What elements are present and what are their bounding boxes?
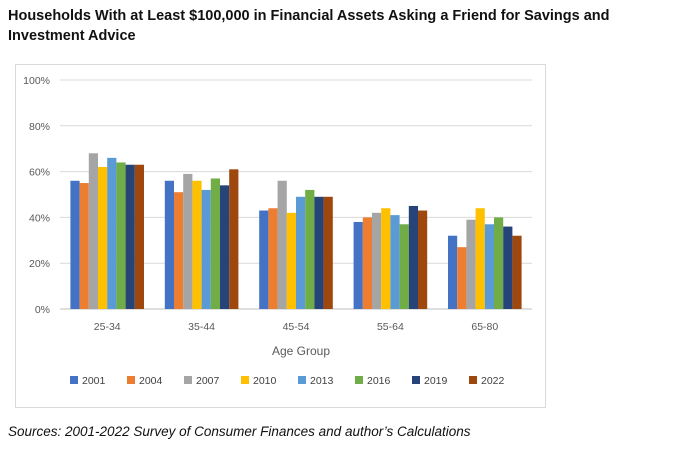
x-tick-label: 35-44 bbox=[188, 321, 215, 333]
bar-2016-35-44 bbox=[210, 178, 220, 309]
legend-swatch-2013 bbox=[298, 376, 306, 384]
bar-2001-45-54 bbox=[259, 210, 269, 309]
bar-2016-55-64 bbox=[399, 224, 409, 309]
y-tick-label: 20% bbox=[29, 258, 50, 270]
bar-2007-45-54 bbox=[277, 180, 287, 309]
bar-2019-25-34 bbox=[125, 164, 135, 309]
y-tick-label: 100% bbox=[23, 75, 50, 87]
x-tick-label: 65-80 bbox=[471, 321, 498, 333]
bar-2001-55-64 bbox=[353, 221, 363, 309]
bar-2013-45-54 bbox=[296, 196, 306, 309]
x-tick-label: 55-64 bbox=[377, 321, 404, 333]
bar-2019-65-80 bbox=[503, 226, 513, 309]
source-note: Sources: 2001-2022 Survey of Consumer Fi… bbox=[8, 424, 471, 439]
bar-2001-25-34 bbox=[70, 180, 80, 309]
legend-label-2013: 2013 bbox=[310, 375, 334, 387]
legend-swatch-2004 bbox=[127, 376, 135, 384]
bar-2016-45-54 bbox=[305, 189, 315, 309]
bar-2004-35-44 bbox=[174, 192, 184, 309]
legend-swatch-2022 bbox=[469, 376, 477, 384]
bar-2013-35-44 bbox=[201, 189, 211, 309]
legend-label-2016: 2016 bbox=[367, 375, 391, 387]
bar-2013-65-80 bbox=[484, 224, 494, 309]
bar-2007-35-44 bbox=[183, 173, 193, 309]
y-tick-label: 60% bbox=[29, 167, 50, 179]
bar-2007-55-64 bbox=[372, 212, 382, 309]
y-tick-label: 40% bbox=[29, 212, 50, 224]
bar-2016-65-80 bbox=[494, 217, 504, 309]
legend-label-2001: 2001 bbox=[82, 375, 106, 387]
bar-2004-25-34 bbox=[79, 183, 89, 309]
bar-2004-65-80 bbox=[457, 247, 467, 309]
bar-2010-45-54 bbox=[286, 212, 296, 309]
legend-label-2007: 2007 bbox=[196, 375, 220, 387]
chart-title: Households With at Least $100,000 in Fin… bbox=[8, 8, 610, 44]
bar-2010-55-64 bbox=[381, 208, 391, 309]
bar-2019-35-44 bbox=[220, 185, 230, 309]
bar-2010-35-44 bbox=[192, 180, 202, 309]
legend-swatch-2001 bbox=[70, 376, 78, 384]
legend-label-2019: 2019 bbox=[424, 375, 448, 387]
legend-swatch-2016 bbox=[355, 376, 363, 384]
bar-2022-55-64 bbox=[418, 210, 428, 309]
bar-2013-25-34 bbox=[107, 157, 117, 309]
bar-2004-45-54 bbox=[268, 208, 278, 309]
legend-label-2010: 2010 bbox=[253, 375, 277, 387]
bar-2022-35-44 bbox=[229, 169, 239, 309]
bar-2001-65-80 bbox=[448, 235, 458, 309]
legend-label-2022: 2022 bbox=[481, 375, 505, 387]
legend-swatch-2010 bbox=[241, 376, 249, 384]
bar-2022-45-54 bbox=[323, 196, 333, 309]
legend-swatch-2019 bbox=[412, 376, 420, 384]
bar-2004-55-64 bbox=[362, 217, 372, 309]
bar-2010-65-80 bbox=[475, 208, 485, 309]
bar-2007-65-80 bbox=[466, 219, 476, 309]
x-axis-label: Age Group bbox=[272, 344, 330, 358]
legend-swatch-2007 bbox=[184, 376, 192, 384]
bar-2019-45-54 bbox=[314, 196, 324, 309]
bar-2013-55-64 bbox=[390, 215, 400, 309]
bar-2010-25-34 bbox=[98, 167, 108, 309]
bar-2001-35-44 bbox=[164, 180, 174, 309]
bar-2016-25-34 bbox=[116, 162, 126, 309]
y-tick-label: 0% bbox=[35, 304, 50, 316]
x-tick-label: 25-34 bbox=[94, 321, 121, 333]
y-tick-label: 80% bbox=[29, 121, 50, 133]
bar-2019-55-64 bbox=[408, 205, 418, 309]
bar-2007-25-34 bbox=[88, 153, 98, 309]
bar-2022-65-80 bbox=[512, 235, 522, 309]
bar-2022-25-34 bbox=[134, 164, 144, 309]
x-tick-label: 45-54 bbox=[283, 321, 310, 333]
legend-label-2004: 2004 bbox=[139, 375, 163, 387]
